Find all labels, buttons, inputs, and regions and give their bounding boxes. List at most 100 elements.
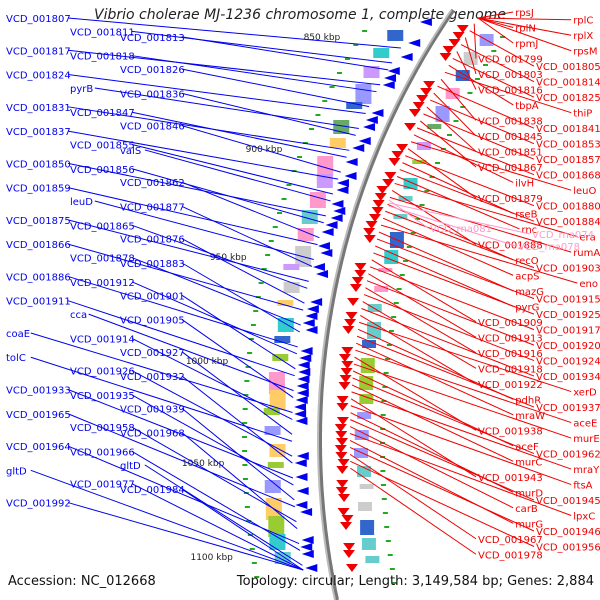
right-gene-label: murG xyxy=(515,519,543,530)
reverse-gene-arrow xyxy=(337,459,350,467)
forward-gene-arrow xyxy=(331,200,344,208)
right-label-leader xyxy=(359,321,572,393)
right-label-leader xyxy=(477,17,572,52)
left-gene-label: VCD_001847 xyxy=(70,108,135,119)
forward-gene-arrow xyxy=(295,417,308,425)
forward-gene-arrow xyxy=(320,249,333,257)
left-gene-label: VCD_001933 xyxy=(6,386,71,397)
right-label-leader xyxy=(477,17,572,21)
right-gene-label: pdhR xyxy=(515,395,541,406)
gc-mark xyxy=(246,520,252,522)
left-label-leader xyxy=(181,36,389,71)
right-gene-label: VCD_001853 xyxy=(536,140,600,151)
forward-gene-arrow xyxy=(316,270,329,278)
inner-feature-block xyxy=(346,102,363,109)
outer-feature-block xyxy=(354,448,369,458)
gc-mark xyxy=(385,358,391,360)
forward-gene-arrow xyxy=(297,361,310,369)
reverse-gene-arrow xyxy=(382,179,395,187)
right-gene-label: ftsA xyxy=(573,481,592,492)
right-gene-label: murE xyxy=(573,434,600,445)
left-label-leader xyxy=(181,351,293,435)
left-gene-label: VCD_001875 xyxy=(6,216,71,227)
left-label-leader xyxy=(131,144,334,195)
forward-gene-arrow xyxy=(382,81,395,89)
left-gene-label: leuD xyxy=(70,197,93,208)
gc-mark xyxy=(242,422,248,424)
forward-gene-track xyxy=(294,18,432,572)
outer-feature-block xyxy=(412,160,427,164)
left-gene-label: VCD_001859 xyxy=(6,184,71,195)
gc-mark xyxy=(248,338,254,340)
right-label-leader xyxy=(469,30,535,67)
outer-feature-block xyxy=(374,286,389,292)
gc-mark xyxy=(242,450,248,452)
right-label-leader xyxy=(366,280,535,346)
right-gene-label: murD xyxy=(515,488,543,499)
right-gene-label: VCD_001803 xyxy=(478,70,543,81)
gc-mark xyxy=(415,218,421,220)
right-label-leader xyxy=(380,224,578,284)
gc-mark xyxy=(297,156,303,158)
right-gene-label: carB xyxy=(515,504,538,515)
reverse-gene-arrow xyxy=(416,95,429,103)
right-label-leader xyxy=(349,433,572,516)
left-label-leader xyxy=(131,30,393,64)
right-gene-label: VCD_001924 xyxy=(536,357,600,368)
reverse-gene-arrow xyxy=(391,151,404,159)
left-label-leader xyxy=(67,130,339,180)
forward-gene-arrow xyxy=(358,137,371,145)
left-gene-label: VCD_001824 xyxy=(6,71,71,82)
left-label-leader xyxy=(67,162,326,217)
reverse-gene-arrow xyxy=(354,270,367,278)
outer-feature-block xyxy=(455,70,470,81)
left-gene-label: VCD_001846 xyxy=(120,122,185,133)
right-gene-label: VCD_001978 xyxy=(478,550,543,561)
right-gene-label: VCD_001805 xyxy=(536,62,600,73)
forward-gene-arrow xyxy=(371,109,384,117)
backbone-circle xyxy=(318,8,455,600)
inner-feature-block xyxy=(373,48,390,58)
right-gene-label: VCD_001913 xyxy=(478,333,543,344)
left-gene-label: VCD_001837 xyxy=(6,127,71,138)
right-label-leader xyxy=(433,92,477,137)
forward-gene-arrow xyxy=(352,144,365,152)
left-label-leader xyxy=(30,356,293,442)
left-gene-label: VCD_001836 xyxy=(120,89,185,100)
left-gene-label: pyrB xyxy=(70,84,93,95)
gc-mark xyxy=(242,464,248,466)
left-gene-label: VCD_001927 xyxy=(120,348,185,359)
gc-mark xyxy=(453,120,459,122)
left-gene-label: VCD_001878 xyxy=(70,254,135,265)
right-label-leader xyxy=(371,259,477,323)
right-label-leader xyxy=(396,176,520,230)
reverse-gene-arrow xyxy=(408,109,421,117)
forward-gene-arrow xyxy=(305,312,318,320)
right-gene-label: rpsJ xyxy=(515,8,534,19)
right-gene-label: xerD xyxy=(573,388,597,399)
left-label-leader xyxy=(131,426,297,523)
gc-mark xyxy=(380,470,386,472)
forward-gene-arrow xyxy=(330,214,343,222)
right-label-leader xyxy=(378,231,514,292)
right-label-leader xyxy=(356,335,535,408)
left-gene-label: VCD_001939 xyxy=(120,404,185,415)
reverse-gene-arrow xyxy=(368,214,381,222)
right-gene-label: VCD_001888 xyxy=(478,240,543,251)
reverse-gene-arrow xyxy=(388,158,401,166)
right-gene-label: VCD_001925 xyxy=(536,310,600,321)
right-gene-label: VCD_001917 xyxy=(536,326,600,337)
reverse-gene-arrow xyxy=(342,326,355,334)
gc-mark xyxy=(435,162,441,164)
left-gene-label: VCD_001968 xyxy=(120,429,185,440)
right-gene-label: VCD_001956 xyxy=(536,543,600,554)
inner-feature-block xyxy=(309,192,326,208)
left-label-leader xyxy=(181,375,293,464)
forward-gene-arrow xyxy=(419,18,432,26)
reverse-gene-track xyxy=(334,25,469,572)
right-label-leader xyxy=(402,162,514,214)
left-gene-label: tolC xyxy=(6,353,26,364)
reverse-gene-arrow xyxy=(339,375,352,383)
right-gene-label: era xyxy=(579,233,595,244)
